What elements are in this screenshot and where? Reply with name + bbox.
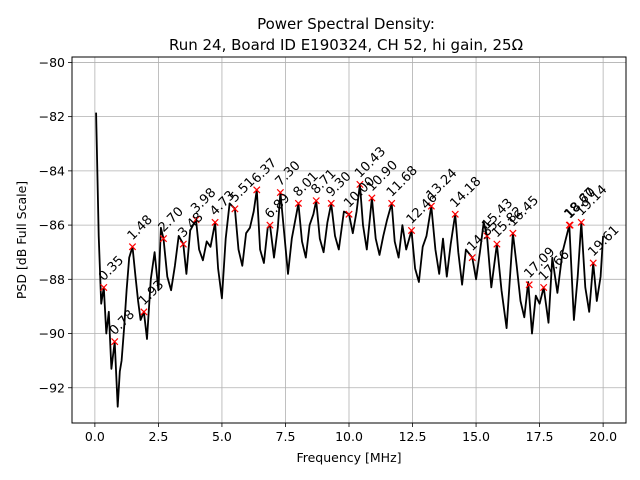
x-axis-ticks: 0.0 2.5 5.0 7.5 10.0 12.5 15.0 17.5 20.0 <box>85 423 617 444</box>
peak-marker <box>468 253 476 262</box>
peak-marker <box>509 229 517 237</box>
peak-markers-layer <box>100 180 597 346</box>
grid-lines <box>72 57 626 423</box>
peak-marker <box>451 210 459 218</box>
peak-marker <box>427 202 435 210</box>
peak-marker <box>231 205 239 213</box>
peak-marker <box>493 240 501 248</box>
peak-marker <box>140 308 148 316</box>
x-tick-label: 2.5 <box>148 429 168 444</box>
x-tick-label: 5.0 <box>212 429 232 444</box>
peak-marker <box>388 199 396 208</box>
y-tick-label: −84 <box>39 163 65 178</box>
peak-marker <box>566 221 574 229</box>
peak-marker <box>100 283 108 292</box>
x-tick-label: 0.0 <box>85 429 105 444</box>
x-tick-label: 12.5 <box>399 429 427 444</box>
peak-label: 1.93 <box>136 278 167 309</box>
peak-marker <box>327 199 335 208</box>
x-tick-label: 10.0 <box>335 429 363 444</box>
peak-marker <box>345 210 353 218</box>
peak-marker <box>276 188 285 197</box>
psd-trace-layer <box>95 112 604 408</box>
peak-marker <box>253 186 261 194</box>
x-axis-label: Frequency [MHz] <box>296 450 401 465</box>
y-axis-label: PSD [dB Full Scale] <box>14 181 29 299</box>
peak-marker <box>266 221 274 229</box>
peak-marker <box>312 197 320 205</box>
peak-marker <box>356 180 364 189</box>
y-tick-label: −92 <box>39 380 65 395</box>
y-tick-label: −88 <box>39 272 65 287</box>
peak-marker <box>407 226 416 235</box>
peak-marker <box>179 240 187 248</box>
peak-marker <box>368 194 376 202</box>
peak-marker <box>294 199 303 208</box>
peak-marker <box>483 232 491 240</box>
peak-marker <box>211 218 219 227</box>
x-tick-label: 7.5 <box>276 429 296 444</box>
peak-marker <box>589 259 597 267</box>
y-axis-ticks: −80 −82 −84 −86 −88 −90 −92 <box>39 55 72 395</box>
psd-series-line <box>95 112 604 408</box>
x-tick-label: 20.0 <box>589 429 617 444</box>
x-tick-label: 15.0 <box>462 429 490 444</box>
peak-marker <box>540 283 548 292</box>
peak-marker <box>525 281 533 289</box>
y-tick-label: −80 <box>39 55 65 70</box>
peak-marker <box>192 216 200 224</box>
peak-label: 19.61 <box>585 223 622 260</box>
peak-label: 1.48 <box>125 213 156 244</box>
y-tick-label: −86 <box>39 218 65 233</box>
peak-marker <box>111 338 119 346</box>
chart-subtitle: Run 24, Board ID E190324, CH 52, hi gain… <box>169 36 523 54</box>
peak-marker <box>577 218 585 227</box>
peak-labels-layer: 0.350.781.481.932.703.483.984.735.516.37… <box>96 144 622 338</box>
chart-title: Power Spectral Density: <box>257 15 435 33</box>
peak-marker <box>159 235 168 243</box>
x-tick-label: 17.5 <box>526 429 554 444</box>
y-tick-label: −90 <box>39 326 65 341</box>
peak-marker <box>128 243 137 251</box>
y-tick-label: −82 <box>39 109 65 124</box>
